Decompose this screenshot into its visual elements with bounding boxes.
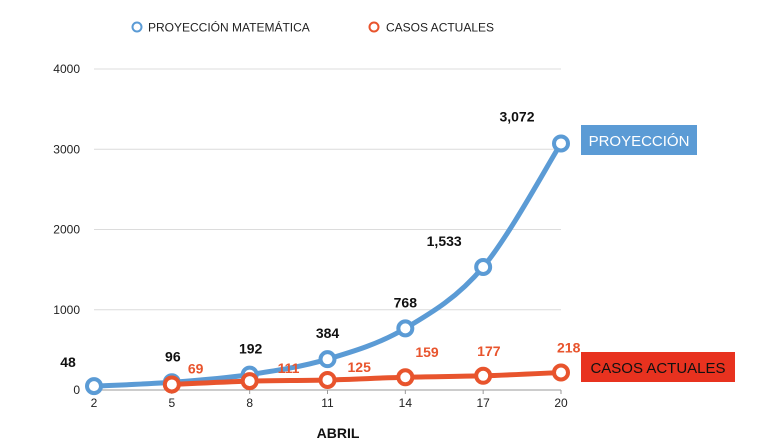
data-label: 125 [348,359,372,375]
y-tick-label: 2000 [53,223,80,237]
data-label: 3,072 [499,108,534,124]
end-label-box [581,125,697,155]
end-label-text: PROYECCIÓN [589,133,690,150]
x-tick-label: 2 [91,396,98,410]
data-point [396,368,415,387]
data-label: 768 [394,294,418,310]
data-label: 111 [278,360,300,376]
x-axis-label: ABRIL [317,425,360,441]
legend-marker [131,21,143,33]
data-point [552,363,570,382]
data-label: 69 [188,360,204,376]
data-label: 218 [557,340,581,356]
x-tick-label: 20 [554,396,568,410]
data-label: 384 [316,325,340,341]
legend-label: CASOS ACTUALES [386,21,494,35]
data-label: 192 [239,341,263,357]
y-tick-label: 3000 [53,142,80,156]
y-tick-label: 0 [73,383,80,397]
end-label-box [581,352,735,382]
data-point [318,350,337,369]
x-tick-label: 17 [476,396,490,410]
data-point [162,375,181,394]
series-1: 69 111 125 159 177 218 [162,340,581,394]
data-label: 48 [60,354,76,370]
x-tick-label: 8 [246,396,253,410]
data-label: 159 [415,344,439,360]
end-labels: PROYECCIÓN CASOS ACTUALES [581,125,735,382]
data-point [552,134,570,153]
data-label: 1,533 [427,233,462,249]
data-point [318,370,337,389]
y-tick-label: 1000 [53,303,80,317]
y-tick-label: 4000 [53,62,80,76]
data-label: 96 [165,348,181,364]
legend-label: PROYECCIÓN MATEMÁTICA [148,20,310,35]
x-tick-label: 14 [399,396,413,410]
x-tick-label: 5 [168,396,175,410]
data-point [396,319,415,338]
x-axis-ticks: 2 5 8 11 14 17 20 [91,390,568,410]
legend-marker [368,21,380,33]
data-point [474,257,493,276]
end-label-proyeccion: PROYECCIÓN [581,125,697,155]
series-group: 48 96 192 384 768 1,533 3,072 69 111 125 159 177 218 [60,108,581,396]
y-axis-ticks: 0 1000 2000 3000 4000 [53,62,80,397]
end-label-casos: CASOS ACTUALES [581,352,735,382]
data-point [474,366,493,385]
legend: PROYECCIÓN MATEMÁTICA CASOS ACTUALES [131,20,494,35]
data-point [85,377,103,396]
data-label: 177 [477,343,501,359]
end-label-text: CASOS ACTUALES [590,360,725,377]
data-point [240,372,259,391]
x-tick-label: 11 [321,396,334,410]
